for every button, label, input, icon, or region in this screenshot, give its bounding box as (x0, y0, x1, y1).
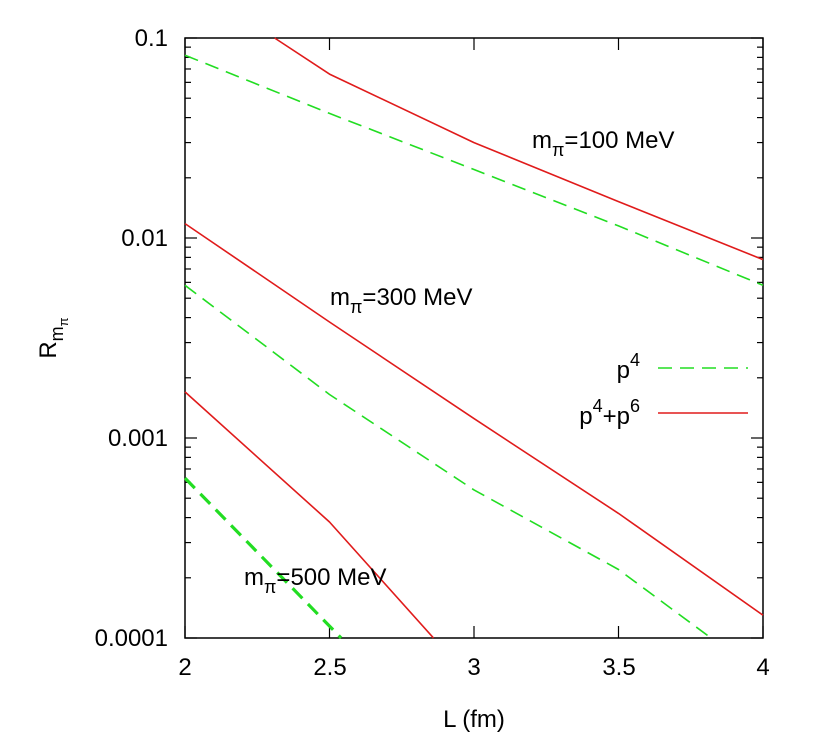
legend-label-p4: p4 (617, 350, 640, 384)
y-tick-label-0: 0.1 (135, 25, 168, 52)
series-layer (183, 37, 764, 640)
plot-frame (184, 37, 764, 639)
annotation-300mev: mπ=300 MeV (330, 284, 473, 317)
svg-text:Rmπ: Rmπ (35, 317, 71, 358)
y-axis-title: Rmπ (35, 317, 71, 358)
tick-marks (184, 37, 764, 639)
annotation-500mev: mπ=500 MeV (244, 564, 387, 597)
series-line-p4p6-300mev (184, 222, 764, 616)
x-tick-label-2: 3 (467, 654, 480, 681)
series-line-p4p6-500mev (184, 391, 435, 639)
series-line-p4-100mev (184, 54, 764, 287)
x-tick-label-0: 2 (178, 654, 191, 681)
x-tick-label-3: 3.5 (602, 654, 635, 681)
legend: p4 p4+p6 (579, 350, 748, 430)
x-tick-label-1: 2.5 (313, 654, 346, 681)
series-line-p4p6-100mev (274, 37, 764, 261)
annotation-100mev: mπ=100 MeV (532, 127, 675, 160)
y-tick-label-3: 0.0001 (95, 625, 168, 652)
y-axis-title-main: R (35, 341, 62, 358)
series-line-p4-300mev (184, 284, 712, 639)
legend-label-p4p6: p4+p6 (579, 396, 640, 430)
y-tick-label-1: 0.01 (121, 225, 168, 252)
y-axis-title-sub: m (47, 326, 67, 341)
x-axis-title: L (fm) (443, 706, 505, 733)
x-tick-label-4: 4 (756, 654, 769, 681)
y-axis-title-subsub: π (56, 317, 71, 326)
y-tick-label-2: 0.001 (108, 425, 168, 452)
series-line-p4-500mev (183, 476, 343, 640)
